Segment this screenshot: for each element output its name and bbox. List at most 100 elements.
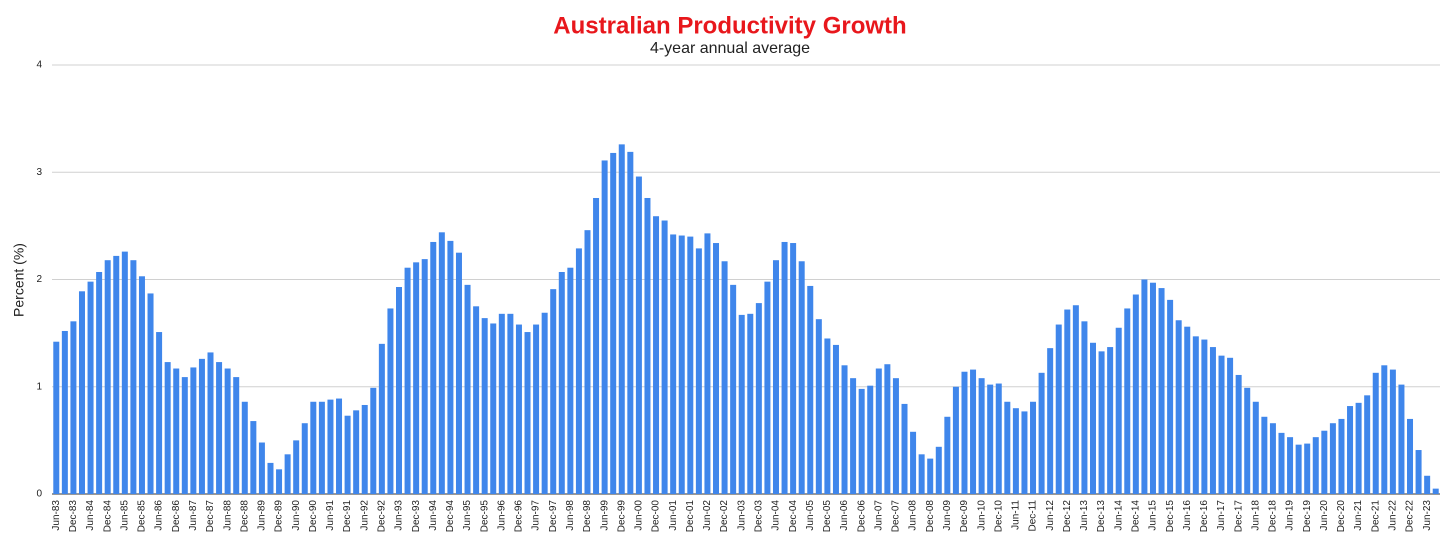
x-tick-label: Jun-14: [1113, 500, 1124, 531]
bar: [421, 259, 428, 494]
bar: [1252, 401, 1259, 494]
bar: [233, 377, 240, 494]
bar: [130, 260, 137, 494]
bar: [910, 431, 917, 494]
x-tick-label: Dec-86: [171, 500, 182, 533]
x-tick-label: Jun-97: [531, 500, 542, 531]
x-tick-label: Dec-94: [445, 500, 456, 533]
bar: [361, 404, 368, 494]
bar: [935, 446, 942, 494]
bar: [293, 440, 300, 494]
x-tick-label: Jun-16: [1182, 500, 1193, 531]
bar: [87, 281, 94, 494]
bar: [61, 330, 68, 494]
bar: [1192, 336, 1199, 494]
bar: [618, 144, 625, 495]
x-tick-label: Dec-18: [1268, 500, 1279, 533]
x-tick-label: Jun-95: [462, 500, 473, 531]
x-tick-label: Jun-10: [976, 500, 987, 531]
bar: [396, 287, 402, 494]
bar: [695, 248, 702, 494]
bar: [1407, 418, 1414, 494]
bar: [987, 384, 994, 494]
bar: [970, 369, 977, 494]
bar: [781, 241, 788, 494]
bar: [952, 386, 959, 494]
bar: [370, 387, 377, 494]
x-tick-label: Dec-12: [1062, 500, 1073, 533]
x-tick-label: Jun-94: [428, 500, 439, 531]
x-tick-label: Dec-89: [274, 500, 285, 533]
x-tick-label: Dec-10: [993, 500, 1004, 533]
bar: [447, 240, 454, 494]
bar: [1012, 408, 1019, 494]
bar: [438, 232, 445, 494]
bar: [413, 262, 420, 494]
bar: [738, 314, 745, 494]
bar: [524, 332, 531, 494]
bar: [353, 410, 360, 494]
bar: [1115, 327, 1122, 494]
bar: [404, 267, 411, 494]
bar: [53, 341, 60, 494]
bar: [601, 160, 608, 494]
bar: [1149, 282, 1156, 494]
bar: [927, 458, 934, 494]
x-tick-label: Dec-08: [925, 500, 936, 533]
x-tick-label: Dec-20: [1336, 500, 1347, 533]
bar: [807, 285, 814, 494]
x-tick-label: Jun-00: [634, 500, 645, 531]
bar: [1209, 347, 1216, 494]
x-tick-label: Dec-09: [959, 500, 970, 533]
x-tick-label: Dec-04: [788, 500, 799, 533]
bar: [1424, 475, 1431, 494]
x-tick-label: Jun-90: [291, 500, 302, 531]
bar: [892, 378, 899, 494]
x-tick-label: Dec-95: [479, 500, 490, 533]
x-tick-label: Dec-85: [137, 500, 148, 533]
bar: [241, 401, 248, 494]
bar: [1287, 437, 1294, 494]
bar: [1312, 437, 1319, 494]
bar: [1167, 299, 1174, 494]
x-tick-label: Dec-84: [102, 500, 113, 533]
x-tick-label: Jun-84: [85, 500, 96, 531]
bar: [798, 261, 805, 494]
bar: [995, 383, 1002, 494]
bar: [721, 261, 728, 494]
chart-title: Australian Productivity Growth: [553, 12, 906, 39]
bar: [875, 368, 882, 494]
bar: [464, 284, 471, 494]
bar: [310, 401, 317, 494]
x-tick-label: Dec-90: [308, 500, 319, 533]
bar: [584, 230, 591, 495]
x-tick-label: Dec-16: [1199, 500, 1210, 533]
y-tick-label: 2: [36, 274, 42, 285]
bar: [1321, 430, 1328, 494]
x-tick-label: Jun-09: [942, 500, 953, 531]
bar: [1030, 401, 1037, 494]
x-tick-label: Dec-15: [1165, 500, 1176, 533]
bar: [1235, 374, 1242, 494]
x-tick-label: Jun-93: [394, 500, 405, 531]
bar: [1081, 321, 1088, 494]
bar: [344, 415, 351, 494]
x-tick-label: Dec-88: [239, 500, 250, 533]
bar: [1261, 416, 1268, 494]
bar: [1389, 369, 1396, 494]
bar: [267, 462, 274, 494]
bar: [747, 313, 754, 494]
bar: [207, 352, 214, 494]
x-tick-label: Dec-92: [377, 500, 388, 533]
x-tick-label: Jun-05: [805, 500, 816, 531]
y-tick-label: 4: [36, 60, 42, 71]
x-tick-label: Dec-22: [1405, 500, 1416, 533]
bar: [173, 368, 180, 494]
bar: [541, 312, 548, 494]
bar: [1184, 326, 1191, 494]
bar: [276, 469, 283, 494]
x-tick-label: Jun-87: [188, 500, 199, 531]
bar: [1355, 402, 1362, 494]
bar: [1072, 305, 1079, 494]
x-tick-label: Jun-86: [154, 500, 165, 531]
